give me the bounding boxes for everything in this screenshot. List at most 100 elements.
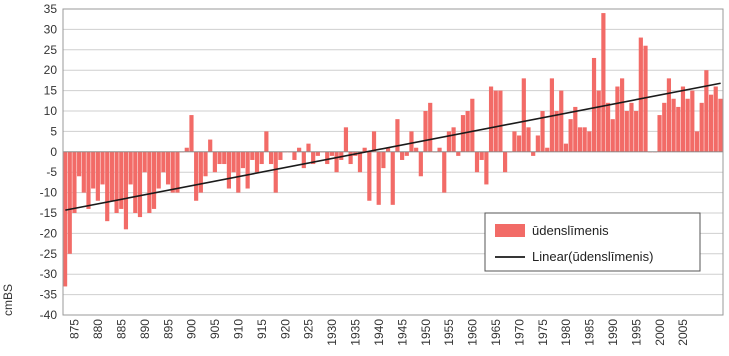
x-tick-label: 875 [68, 319, 82, 339]
y-tick-label: 25 [44, 43, 58, 57]
bar [493, 90, 498, 152]
bar [470, 98, 475, 152]
bar [605, 102, 611, 152]
bar [161, 151, 166, 173]
bar [531, 151, 536, 156]
bar [297, 147, 302, 152]
bar [348, 151, 353, 165]
bar [292, 151, 297, 160]
bar [245, 151, 250, 189]
y-tick-label: 30 [44, 22, 58, 36]
bar [147, 151, 152, 213]
bar [100, 151, 105, 185]
x-tick-label: 925 [302, 319, 316, 339]
bar [694, 131, 700, 152]
x-tick-label: 1950 [419, 319, 433, 346]
bar [526, 127, 531, 152]
x-tick-label: 1995 [629, 319, 643, 346]
bar [315, 151, 320, 156]
x-tick-label: 1970 [512, 319, 526, 346]
bar [343, 127, 349, 152]
bar [137, 151, 143, 218]
x-tick-label: 2005 [676, 319, 690, 346]
bar [63, 151, 68, 287]
x-tick-label: 1965 [489, 319, 503, 346]
x-tick-label: 905 [208, 319, 222, 339]
bar [615, 86, 620, 152]
bar [690, 90, 695, 152]
bar [259, 151, 264, 165]
bar [666, 78, 672, 152]
bar [86, 151, 91, 209]
bar [156, 151, 161, 189]
x-tick-label: 2000 [653, 319, 667, 346]
bars [63, 13, 723, 287]
bar [128, 151, 133, 185]
y-tick-label: 0 [50, 145, 57, 159]
bar [142, 151, 147, 173]
y-tick-label: -25 [40, 247, 58, 261]
y-tick-label: -20 [40, 226, 58, 240]
bar [479, 151, 484, 160]
y-tick-label: -10 [40, 186, 58, 200]
x-tick-label: 915 [255, 319, 269, 339]
bar [563, 143, 569, 152]
bar [301, 151, 306, 169]
y-tick-label: -5 [46, 165, 57, 179]
bar [638, 37, 643, 152]
bar [465, 111, 470, 152]
bar [442, 151, 447, 193]
bar [329, 151, 334, 156]
y-tick-label: 10 [44, 104, 58, 118]
bar [217, 151, 222, 165]
x-axis-ticks: 875 880 885 890 895 900 905 910 915 920 925 1930 193… [68, 319, 691, 346]
bar [634, 111, 639, 152]
x-tick-label: 880 [91, 319, 105, 339]
y-tick-label: -35 [40, 288, 58, 302]
bar [208, 139, 213, 152]
x-tick-label: 1985 [583, 319, 597, 346]
bar [596, 90, 601, 152]
bar [91, 151, 96, 189]
bar [250, 151, 255, 160]
bar [119, 151, 124, 209]
bar [165, 151, 171, 185]
bar [264, 131, 269, 152]
y-tick-label: -40 [40, 308, 58, 322]
bar [643, 45, 648, 152]
bar [278, 151, 283, 160]
bar [194, 151, 199, 201]
bar [77, 151, 82, 177]
bar [428, 102, 433, 152]
bar [414, 147, 419, 152]
x-tick-label: 1975 [536, 319, 550, 346]
bar [657, 115, 662, 152]
bar [240, 151, 246, 169]
bar [554, 111, 559, 152]
bar [671, 98, 676, 152]
x-tick-label: 1955 [442, 319, 456, 346]
y-tick-label: -15 [40, 206, 58, 220]
bar [601, 13, 606, 152]
bar [577, 127, 583, 152]
x-tick-label: 890 [138, 319, 152, 339]
bar [437, 147, 442, 152]
bar [362, 147, 367, 152]
bar [371, 131, 377, 152]
bar [474, 151, 480, 173]
bar [620, 78, 625, 152]
bar [376, 151, 381, 205]
bar [456, 151, 461, 156]
bar [395, 119, 400, 152]
bar [685, 98, 690, 152]
bar [357, 151, 363, 173]
bar [390, 151, 395, 205]
x-tick-label: 895 [161, 319, 175, 339]
bar [67, 151, 72, 254]
bar [273, 151, 278, 193]
bar [231, 151, 236, 173]
bar [713, 86, 718, 152]
y-tick-label: 20 [44, 63, 58, 77]
y-tick-label: 35 [44, 2, 58, 16]
x-tick-label: 1960 [466, 319, 480, 346]
